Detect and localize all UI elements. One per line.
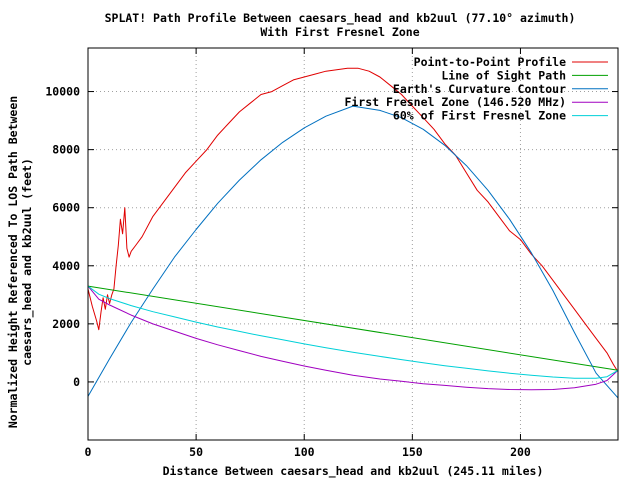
x-tick-label: 100 [294, 445, 315, 459]
y-tick-label: 8000 [52, 143, 80, 157]
legend-label: 60% of First Fresnel Zone [393, 109, 566, 123]
x-tick-label: 150 [402, 445, 423, 459]
series-line-first-fresnel-zone-146-520-mhz [87, 285, 619, 391]
y-tick-label: 4000 [52, 259, 80, 273]
series-layer [87, 67, 619, 399]
y-tick-label: 10000 [45, 85, 80, 99]
legend-label: Earth's Curvature Contour [393, 82, 566, 96]
grid [88, 48, 618, 440]
x-tick-label: 0 [85, 445, 92, 459]
y-axis-label-line2: caesars_head and kb2uul (feet) [20, 158, 35, 366]
y-axis-label-line1: Normalized Height Referenced To LOS Path… [6, 96, 20, 428]
series-line-60-of-first-fresnel-zone [87, 285, 619, 379]
series-line-line-of-sight-path [87, 285, 619, 371]
chart-title: SPLAT! Path Profile Between caesars_head… [105, 11, 576, 26]
x-tick-label: 50 [189, 445, 203, 459]
legend-label: Line of Sight Path [441, 68, 566, 82]
chart-subtitle: With First Fresnel Zone [260, 25, 419, 39]
legend-label: Point-to-Point Profile [414, 55, 566, 69]
legend-label: First Fresnel Zone (146.520 MHz) [344, 95, 566, 109]
y-tick-label: 0 [73, 375, 80, 389]
x-axis-label: Distance Between caesars_head and kb2uul… [163, 464, 544, 479]
series-line-point-to-point-profile [87, 67, 619, 373]
series-line-earth-s-curvature-contour [87, 105, 619, 399]
x-tick-label: 200 [510, 445, 531, 459]
y-tick-label: 2000 [52, 317, 80, 331]
plot-frame [87, 47, 619, 441]
y-tick-label: 6000 [52, 201, 80, 215]
